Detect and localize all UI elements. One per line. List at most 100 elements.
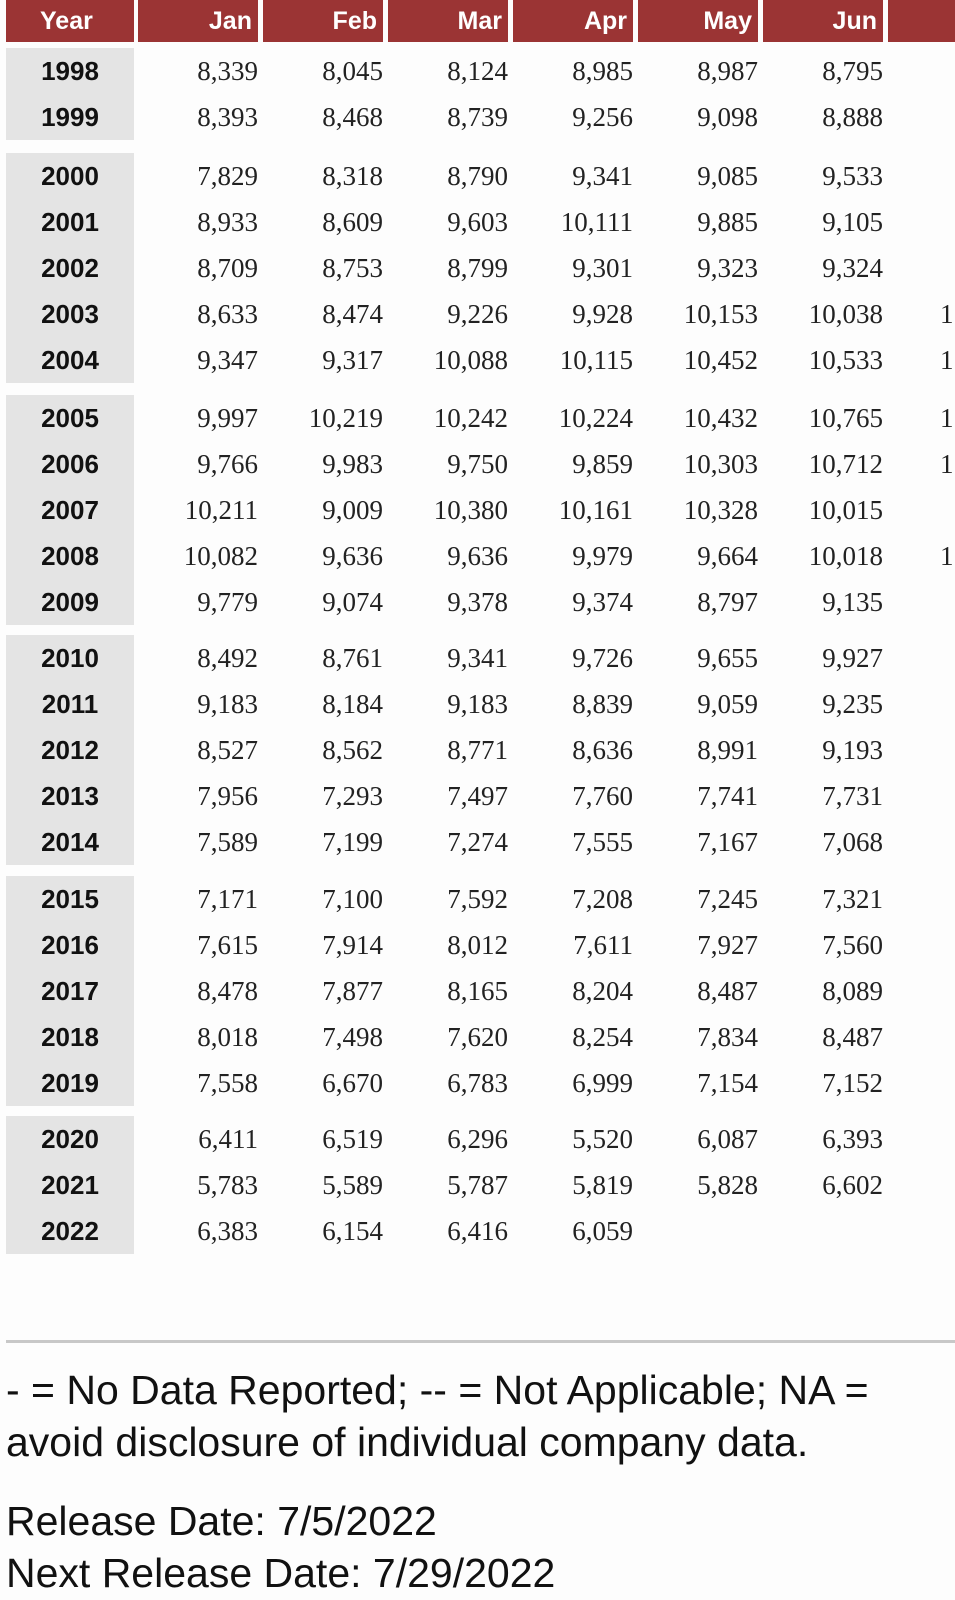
- value-cell: 9,324: [822, 253, 883, 283]
- value-cell: 9,603: [447, 207, 508, 237]
- value-cell: 9,098: [697, 102, 758, 132]
- year-cell: 2021: [41, 1170, 99, 1200]
- value-cell: 6,059: [572, 1216, 633, 1246]
- value-cell: 7,731: [822, 781, 883, 811]
- value-cell: 7,199: [322, 827, 383, 857]
- value-cell: 9,983: [322, 449, 383, 479]
- value-cell: 8,089: [822, 976, 883, 1006]
- value-cell: 6,393: [822, 1124, 883, 1154]
- value-cell: 10,038: [808, 299, 883, 329]
- value-cell: 9,183: [447, 689, 508, 719]
- truncated-cell: 1: [940, 449, 954, 479]
- table-row: 2015 7,171 7,100 7,592 7,208 7,245 7,321: [0, 876, 955, 922]
- value-cell: 5,787: [447, 1170, 508, 1200]
- value-cell: 8,474: [322, 299, 383, 329]
- table-row: 2011 9,183 8,184 9,183 8,839 9,059 9,235: [0, 681, 955, 727]
- value-cell: 7,100: [322, 884, 383, 914]
- value-cell: 6,519: [322, 1124, 383, 1154]
- table-row: 2017 8,478 7,877 8,165 8,204 8,487 8,089: [0, 968, 955, 1014]
- value-cell: 5,819: [572, 1170, 633, 1200]
- value-cell: 6,999: [572, 1068, 633, 1098]
- value-cell: 9,074: [322, 587, 383, 617]
- value-cell: 8,933: [197, 207, 258, 237]
- value-cell: 10,153: [683, 299, 758, 329]
- value-cell: 10,224: [558, 403, 633, 433]
- value-cell: 7,154: [697, 1068, 758, 1098]
- value-cell: 7,171: [197, 884, 258, 914]
- table-row: 2016 7,615 7,914 8,012 7,611 7,927 7,560: [0, 922, 955, 968]
- value-cell: 8,739: [447, 102, 508, 132]
- value-cell: 7,167: [697, 827, 758, 857]
- header-feb: Feb: [263, 0, 383, 42]
- value-cell: 9,979: [572, 541, 633, 571]
- value-cell: 8,987: [697, 56, 758, 86]
- value-cell: 8,468: [322, 102, 383, 132]
- table-row: 2008 10,082 9,636 9,636 9,979 9,664 10,018 1: [0, 533, 955, 579]
- year-cell: 2014: [41, 827, 99, 857]
- value-cell: 8,492: [197, 643, 258, 673]
- value-cell: 6,416: [447, 1216, 508, 1246]
- value-cell: 8,204: [572, 976, 633, 1006]
- value-cell: 9,135: [822, 587, 883, 617]
- year-group-band: [6, 153, 134, 383]
- value-cell: 5,828: [697, 1170, 758, 1200]
- value-cell: 9,317: [322, 345, 383, 375]
- value-cell: 5,589: [322, 1170, 383, 1200]
- value-cell: 8,888: [822, 102, 883, 132]
- value-cell: 8,018: [197, 1022, 258, 1052]
- value-cell: 6,087: [697, 1124, 758, 1154]
- value-cell: 9,726: [572, 643, 633, 673]
- value-cell: 10,115: [559, 345, 633, 375]
- year-cell: 2003: [41, 299, 99, 329]
- year-group-band: [6, 635, 134, 865]
- value-cell: 6,602: [822, 1170, 883, 1200]
- year-cell: 2019: [41, 1068, 99, 1098]
- year-group-band: [6, 1116, 134, 1254]
- value-cell: 10,452: [683, 345, 758, 375]
- value-cell: 8,609: [322, 207, 383, 237]
- value-cell: 9,859: [572, 449, 633, 479]
- header-jan: Jan: [138, 0, 258, 42]
- value-cell: 10,533: [808, 345, 883, 375]
- value-cell: 8,797: [697, 587, 758, 617]
- year-cell: 1999: [41, 102, 99, 132]
- table-row: 2019 7,558 6,670 6,783 6,999 7,154 7,152: [0, 1060, 955, 1106]
- value-cell: 7,877: [322, 976, 383, 1006]
- value-cell: 8,753: [322, 253, 383, 283]
- value-cell: 8,393: [197, 102, 258, 132]
- value-cell: 7,498: [322, 1022, 383, 1052]
- value-cell: 9,235: [822, 689, 883, 719]
- value-cell: 9,378: [447, 587, 508, 617]
- value-cell: 6,411: [198, 1124, 258, 1154]
- year-cell: 2000: [41, 161, 99, 191]
- table-row: 2002 8,709 8,753 8,799 9,301 9,323 9,324: [0, 245, 955, 291]
- table-row: 2009 9,779 9,074 9,378 9,374 8,797 9,135: [0, 579, 955, 625]
- header-may: May: [638, 0, 758, 42]
- year-cell: 2005: [41, 403, 99, 433]
- value-cell: 7,615: [197, 930, 258, 960]
- table-row: 1999 8,393 8,468 8,739 9,256 9,098 8,888: [0, 94, 955, 140]
- value-cell: 8,124: [447, 56, 508, 86]
- value-cell: 9,533: [822, 161, 883, 191]
- table-row: 2021 5,783 5,589 5,787 5,819 5,828 6,602: [0, 1162, 955, 1208]
- value-cell: 7,497: [447, 781, 508, 811]
- header-year: Year: [6, 0, 134, 42]
- value-cell: 10,712: [808, 449, 883, 479]
- value-cell: 8,795: [822, 56, 883, 86]
- year-cell: 2009: [41, 587, 99, 617]
- table-row: 2012 8,527 8,562 8,771 8,636 8,991 9,193: [0, 727, 955, 773]
- value-cell: 5,520: [572, 1124, 633, 1154]
- value-cell: 8,562: [322, 735, 383, 765]
- year-cell: 2006: [41, 449, 99, 479]
- table-row: 2022 6,383 6,154 6,416 6,059: [0, 1208, 955, 1254]
- value-cell: 9,636: [322, 541, 383, 571]
- value-cell: 7,834: [697, 1022, 758, 1052]
- value-cell: 7,208: [572, 884, 633, 914]
- footnote-disclosure: avoid disclosure of individual company d…: [6, 1419, 809, 1465]
- table-row: 2014 7,589 7,199 7,274 7,555 7,167 7,068: [0, 819, 955, 865]
- year-cell: 2013: [41, 781, 99, 811]
- year-cell: 2020: [41, 1124, 99, 1154]
- table-row: 1998 8,339 8,045 8,124 8,985 8,987 8,795: [0, 48, 955, 94]
- value-cell: 8,636: [572, 735, 633, 765]
- year-cell: 2001: [41, 207, 99, 237]
